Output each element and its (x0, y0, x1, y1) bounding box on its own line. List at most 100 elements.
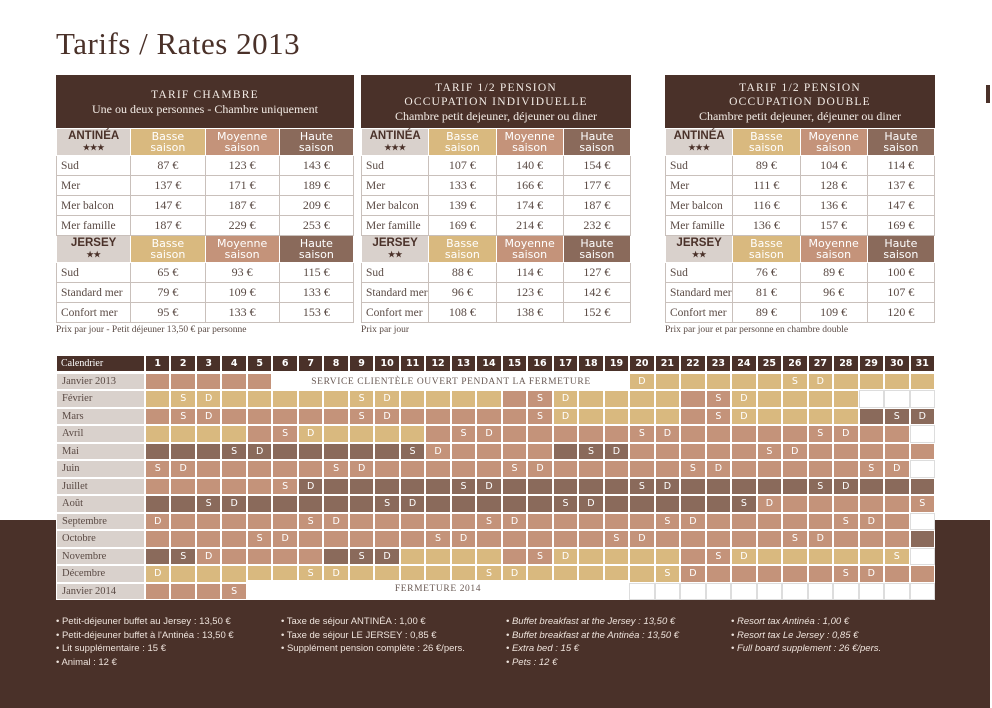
rate-row: Mer 111 €128 €137 € (664, 175, 936, 196)
calendar-day-cell (425, 477, 451, 495)
calendar-day-cell (297, 407, 324, 425)
calendar-day-cell (476, 547, 502, 565)
calendar-day-cell: S (170, 547, 196, 565)
price-cell: 120 € (866, 302, 936, 323)
price-cell: 115 € (278, 262, 355, 283)
hotel-name-cell: ANTINÉA ★★★ (360, 128, 430, 156)
calendar-day-cell (501, 547, 528, 565)
calendar-day-cell (501, 495, 528, 513)
rate-row: Mer balcon 116 €136 €147 € (664, 195, 936, 216)
season-label: Haute (299, 130, 333, 143)
calendar-day-cell: S (705, 547, 732, 565)
room-type: Mer famille (664, 215, 734, 236)
calendar-day-cell (731, 565, 757, 583)
calendar-day-cell: S (221, 442, 247, 460)
season-label: saison (298, 141, 334, 154)
price-cell: 140 € (495, 155, 564, 176)
calendar-day-cell (603, 495, 630, 513)
calendar-day-cell (527, 442, 553, 460)
calendar-day-cell (680, 495, 706, 513)
room-type: Mer famille (55, 215, 132, 236)
season-moyenne-header: Moyenne saison (799, 235, 868, 263)
calendar-day-cell (884, 495, 910, 513)
calendar-day-cell (578, 390, 604, 408)
season-label: Haute (580, 237, 614, 250)
rate-row: Confort mer 95 €133 €153 € (55, 302, 355, 323)
calendar-day-cell (782, 407, 808, 425)
season-label: saison (883, 248, 919, 261)
season-moyenne-header: Moyenne saison (799, 128, 868, 156)
calendar-header-label: Calendrier (56, 355, 145, 372)
month-label: Août (56, 495, 145, 513)
calendar-day-cell: S (654, 512, 681, 530)
calendar-day-cell (782, 512, 808, 530)
calendar-day-cell (552, 425, 579, 443)
price-cell: 89 € (799, 262, 868, 283)
rate-row: Confort mer 89 €109 €120 € (664, 302, 936, 323)
calendar-day-cell (909, 477, 935, 495)
season-label: Basse (750, 130, 783, 143)
season-label: Basse (446, 130, 479, 143)
calendar-day-cell (833, 530, 859, 548)
calendar-day-cell: D (884, 460, 910, 478)
calendar-day-cell: S (272, 477, 298, 495)
price-cell: 136 € (799, 195, 868, 216)
calendar-day-cell (833, 390, 859, 408)
season-header-row: ANTINÉA ★★★ Basse saison Moyenne saison Haute s… (664, 128, 936, 156)
calendar-day-cell (807, 495, 834, 513)
calendar-day-cell (399, 477, 426, 495)
calendar-day-cell (654, 495, 681, 513)
calendar-day-cell (552, 460, 579, 478)
season-basse-header: Basse saison (428, 128, 497, 156)
calendar-day-cell (399, 407, 426, 425)
rate-table-subtitle: Chambre petit dejeuner, déjeuner ou dine… (698, 108, 902, 123)
calendar-day-cell (476, 530, 502, 548)
calendar-day-cell: S (603, 530, 630, 548)
day-header: 4 (221, 355, 247, 372)
price-cell: 142 € (562, 282, 632, 303)
calendar-day-cell (578, 530, 604, 548)
calendar-day-cell (195, 477, 222, 495)
price-note: • Petit-déjeuner buffet au Jersey : 13,5… (56, 616, 231, 627)
day-header: 6 (272, 355, 298, 372)
calendar-day-cell (756, 565, 783, 583)
season-label: saison (883, 141, 919, 154)
calendar-day-cell (654, 407, 681, 425)
calendar-day-cell (654, 372, 681, 390)
calendar-day-cell (680, 477, 706, 495)
rate-table: TARIF 1/2 PENSION OCCUPATION INDIVIDUELLE… (360, 75, 632, 335)
calendar-day-cell (221, 477, 247, 495)
calendar-day-cell (195, 565, 222, 583)
calendar-day-cell (603, 547, 630, 565)
price-cell: 169 € (428, 215, 497, 236)
calendar-day-cell (654, 460, 681, 478)
room-type: Sud (55, 155, 132, 176)
season-haute-header: Haute saison (562, 235, 632, 263)
calendar-day-cell (807, 512, 834, 530)
calendar-day-cell (680, 547, 706, 565)
calendar-day-cell (246, 425, 273, 443)
day-header: 9 (348, 355, 375, 372)
price-cell: 187 € (562, 195, 632, 216)
calendar-day-cell (145, 495, 171, 513)
month-label: Juillet (56, 477, 145, 495)
calendar-day-cell (782, 547, 808, 565)
day-header: 23 (705, 355, 732, 372)
price-cell: 133 € (278, 282, 355, 303)
day-header: 19 (603, 355, 630, 372)
price-cell: 95 € (130, 302, 206, 323)
calendar-day-cell (170, 425, 196, 443)
price-note: • Resort tax Antinéa : 1,00 € (731, 616, 850, 627)
calendar-day-cell (603, 390, 630, 408)
rate-row: Mer famille 169 €214 €232 € (360, 215, 632, 236)
rate-table-heading: TARIF 1/2 PENSION (739, 81, 861, 94)
rate-table: TARIF CHAMBRE Une ou deux personnes - Cha… (55, 75, 355, 335)
rate-row: Mer famille 187 €229 €253 € (55, 215, 355, 236)
calendar-day-cell: D (195, 390, 222, 408)
calendar-day-cell (450, 460, 477, 478)
calendar-day-cell (884, 582, 910, 600)
calendar-day-cell (909, 425, 935, 443)
calendar-day-cell (756, 372, 783, 390)
calendar-day-cell (731, 460, 757, 478)
calendar-day-cell (731, 442, 757, 460)
